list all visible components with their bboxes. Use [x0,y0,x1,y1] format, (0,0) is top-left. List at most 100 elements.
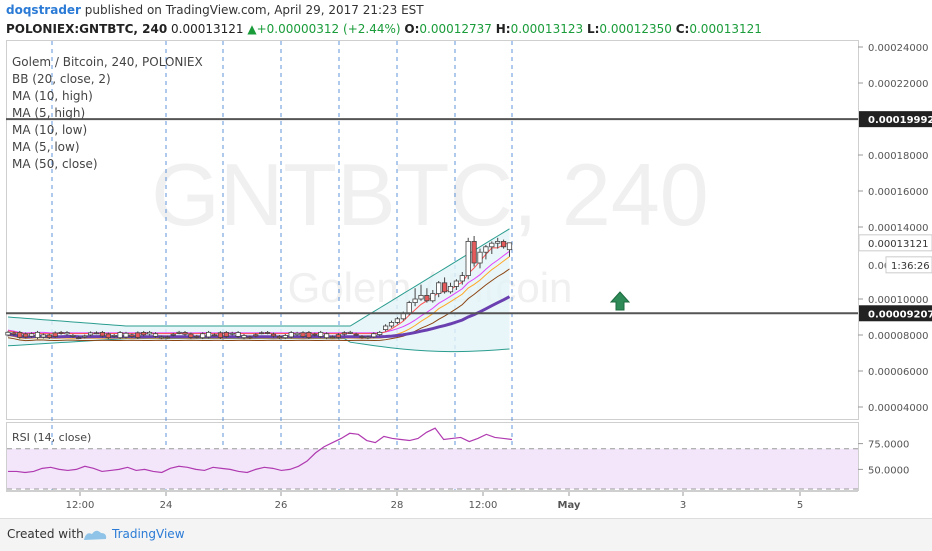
candle-body [424,294,430,302]
candle-body [441,282,448,293]
candle-body [99,331,105,337]
candle-body [465,240,471,276]
l-label: L: [586,22,600,36]
h-label: H: [495,22,511,36]
rsi-line [8,427,513,474]
candle-body [70,335,76,337]
up-triangle-icon: ▲ [247,22,257,36]
candle-body [223,332,229,337]
time-tick-label: 12:00 [66,500,95,511]
time-axis[interactable]: 12:00 24 26 28 12:00 May 3 5 [66,492,804,511]
up-arrow-icon[interactable] [609,291,631,311]
rsi-tick-label: 50.0000 [868,465,909,476]
candle-body [382,325,389,330]
candle-body [28,333,35,337]
created-with-text: Created with [7,527,84,541]
time-tick-label: 26 [275,500,288,511]
legend-item-0: Golem / Bitcoin, 240, POLONIEX [12,55,203,69]
author-link[interactable]: doqstrader [6,3,81,17]
time-tick-label: 3 [680,500,686,511]
candle-body [459,275,465,282]
candle-body [353,333,359,336]
countdown-prefix: 0.00 [868,261,890,272]
last-price: 0.00013121 [171,22,244,36]
legend-item-6: MA (50, close) [12,157,98,171]
candle-body [483,246,489,253]
watermark-main: GNTBTC, 240 [151,145,708,244]
time-tick-label: 24 [160,500,173,511]
candle-body [46,334,52,338]
candle-body [477,251,483,264]
o-value: 0.00012737 [419,22,492,36]
candle-body [93,332,100,335]
candle-body [170,333,176,336]
bollinger-band-fill [8,228,510,352]
candle-body [270,333,277,337]
candle-body [141,332,147,336]
price-tick-label: 0.00022000 [868,79,928,90]
candle-body [447,285,454,293]
price-axis[interactable]: 0.000240000.000220000.000200000.00018000… [858,43,932,414]
moving-average-line-4 [7,295,511,339]
candle-body [318,331,324,337]
candle-body [500,240,507,248]
candle-body [359,336,365,338]
price-tick-label: 0.00008000 [868,331,928,342]
legend-item-2: MA (10, high) [12,89,93,103]
hline-label: 0.00019992 [868,115,932,126]
candle-body [152,333,159,337]
candle-body [371,333,377,338]
candle-body [394,318,401,323]
candle-body [164,336,170,339]
candle-body [453,280,460,287]
current-price-label: 0.00013121 [868,239,928,250]
legend-item-5: MA (5, low) [12,140,80,154]
horizontal-lines[interactable] [6,118,858,315]
candle-body [388,321,395,327]
candle-body [312,333,318,336]
candle-body [406,302,412,314]
candle-body [76,337,82,340]
candle-body [323,333,330,339]
candle-body [276,336,283,339]
candle-body [300,332,306,337]
candle-body [117,332,123,339]
change-value: +0.00000312 (+2.44%) [256,22,401,36]
time-tick-label: May [558,500,581,511]
o-label: O: [404,22,420,36]
current-price-bg [858,234,932,252]
candle-body [377,331,383,335]
moving-average-line-3 [7,268,510,342]
price-tick-label: 0.00014000 [868,223,928,234]
candle-body [205,331,212,338]
candle-body [129,334,135,337]
candle-body [412,298,418,303]
candle-body [347,331,353,334]
rsi-pane-frame [6,422,859,491]
candle-body [64,332,70,335]
h-value: 0.00013123 [510,22,584,36]
price-tick-label: 0.00016000 [868,187,928,198]
candle-body [294,332,300,336]
candle-body [217,332,223,338]
candle-body [105,333,111,339]
ohlc-line: POLONIEX:GNTBTC, 240 0.00013121 ▲+0.0000… [6,22,762,36]
countdown-label: 1:36:26 [891,261,930,272]
legend-item-1: BB (20, close, 2) [12,72,111,86]
symbol-label: POLONIEX:GNTBTC, 240 [6,22,168,36]
tradingview-logo-icon[interactable] [82,528,108,542]
rsi-tick-label: 75.0000 [868,440,909,451]
tradingview-link[interactable]: TradingView [112,527,185,541]
candlesticks [5,236,513,340]
hline-label: 0.00009207 [868,309,932,320]
candle-body [306,332,312,338]
candle-body [146,331,153,335]
candle-body [495,240,501,244]
candle-body [40,334,47,338]
rsi-pane: 75.0000 50.0000 [7,427,909,490]
time-tick-label: 5 [797,500,803,511]
chart-area[interactable]: GNTBTC, 240 Golem / Bitcoin Golem / Bitc… [0,40,932,518]
price-tick-label: 0.00006000 [868,367,928,378]
candle-body [211,334,218,337]
c-label: C: [675,22,690,36]
